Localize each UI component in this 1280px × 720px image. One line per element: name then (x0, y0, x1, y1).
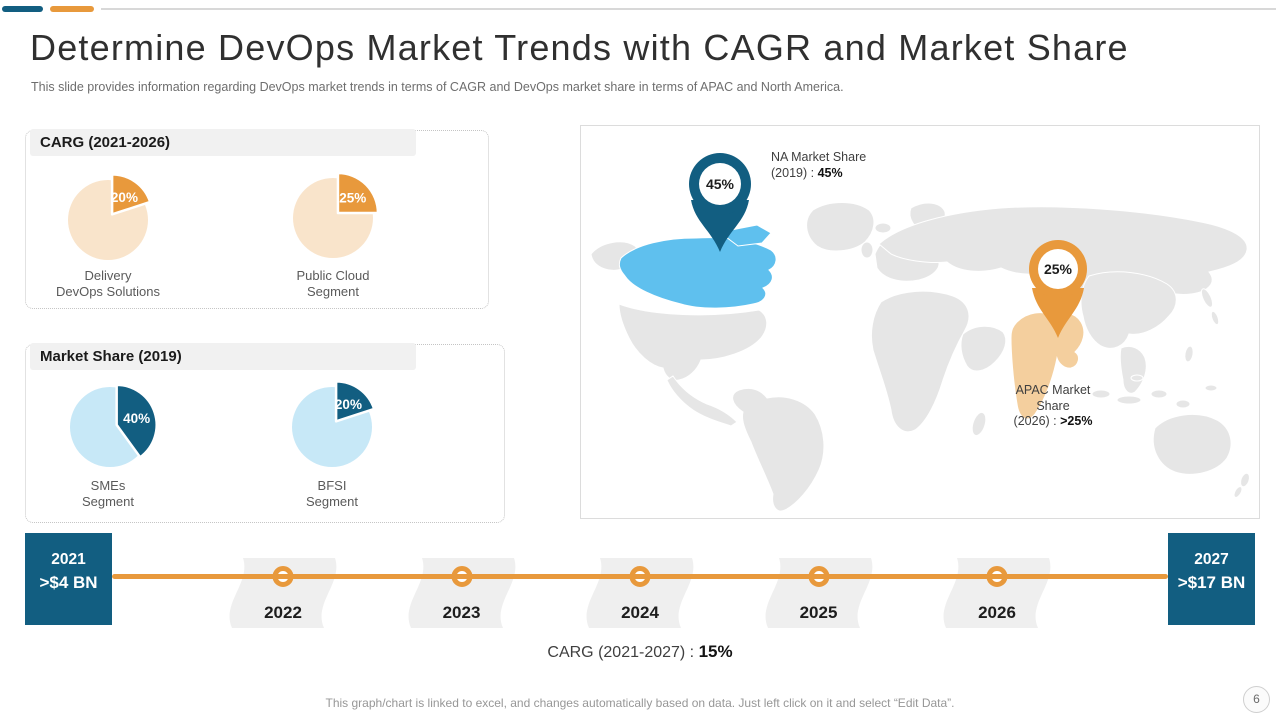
timeline-year-label: 2026 (978, 603, 1016, 622)
timeline: 2022 2023 2024 2025 2026 (0, 533, 1280, 633)
timeline-line (112, 574, 1168, 579)
caption-line: Segment (306, 283, 360, 299)
page-title: Determine DevOps Market Trends with CAGR… (30, 27, 1129, 68)
apac-label-prefix: (2026) : (1013, 414, 1057, 428)
caption-line: DevOps Solutions (55, 283, 161, 299)
pie-chart-delivery-devops[interactable]: 20% (56, 168, 160, 272)
footer-note: This graph/chart is linked to excel, and… (325, 696, 955, 710)
pie-svg: 25% (293, 171, 380, 258)
page-subtitle: This slide provides information regardin… (31, 80, 844, 94)
apac-label-line1: APAC Market Share (1015, 383, 1091, 413)
pie-svg: 20% (292, 380, 376, 467)
apac-market-share-label: APAC Market Share (2026) : >25% (1003, 383, 1103, 430)
page-number-badge: 6 (1243, 686, 1270, 713)
timeline-node-2022[interactable]: 2022 (218, 533, 348, 633)
accent-bar-teal (2, 6, 43, 12)
timeline-year-label: 2022 (264, 603, 302, 622)
timeline-end-box[interactable]: 2027 >$17 BN (1168, 533, 1255, 625)
pie-chart-public-cloud[interactable]: 25% (281, 166, 385, 270)
map-south-america (732, 387, 825, 512)
caption-line: Delivery (84, 268, 132, 283)
start-value: >$4 BN (39, 573, 98, 592)
market-share-section-heading: Market Share (2019) (30, 343, 416, 370)
map-africa (870, 290, 970, 433)
timeline-node-2025[interactable]: 2025 (754, 533, 884, 633)
pie-caption-smes: SMEs Segment (33, 478, 183, 509)
market-share-section-box (25, 344, 505, 523)
na-market-share-label: NA Market Share (2019) : 45% (771, 150, 911, 181)
caption-line: Segment (305, 493, 359, 509)
caption-line: Public Cloud (296, 268, 370, 283)
pie-value-label: 20% (111, 190, 138, 205)
caption-line: BFSI (317, 478, 347, 493)
map-australia (1152, 414, 1232, 475)
cagr-section-heading: CARG (2021-2026) (30, 129, 416, 156)
timeline-year-label: 2024 (621, 603, 659, 622)
timeline-start-box[interactable]: 2021 >$4 BN (25, 533, 112, 625)
timeline-year-label: 2025 (799, 603, 838, 622)
pie-caption-public-cloud: Public Cloud Segment (258, 268, 408, 299)
pie-value-label: 40% (123, 411, 150, 426)
pie-value-label: 20% (335, 397, 362, 412)
caption-line: SMEs (90, 478, 126, 493)
na-location-pin-icon[interactable]: 45% (689, 153, 751, 252)
apac-pin-value: 25% (1044, 261, 1073, 277)
apac-location-pin-icon[interactable]: 25% (1029, 240, 1087, 338)
na-pin-value: 45% (706, 176, 735, 192)
na-label-prefix: (2019) : (771, 165, 815, 180)
timeline-year-label: 2023 (442, 603, 481, 622)
pie-svg: 40% (70, 383, 158, 467)
timeline-node-2023[interactable]: 2023 (397, 533, 527, 633)
pie-caption-bfsi: BFSI Segment (257, 478, 407, 509)
accent-bar-orange (50, 6, 94, 12)
map-canada-highlight (618, 237, 777, 309)
timeline-node-2026[interactable]: 2026 (932, 533, 1062, 633)
start-year: 2021 (51, 551, 86, 568)
map-usa (618, 303, 768, 381)
cagr-2021-2027-caption: CARG (2021-2027) : 15% (0, 642, 1280, 662)
pie-chart-smes[interactable]: 40% (58, 375, 162, 479)
end-year: 2027 (1194, 551, 1229, 568)
pie-caption-delivery-devops: Delivery DevOps Solutions (33, 268, 183, 299)
world-map: 45% 25% (590, 153, 1250, 512)
pie-chart-bfsi[interactable]: 20% (280, 375, 384, 479)
timeline-node-2024[interactable]: 2024 (575, 533, 705, 633)
pie-value-label: 25% (339, 191, 366, 206)
na-label-value: 45% (817, 165, 843, 180)
apac-label-value: >25% (1060, 414, 1093, 428)
pie-svg: 20% (68, 173, 152, 260)
end-value: >$17 BN (1177, 573, 1246, 592)
cagr-caption-value: 15% (698, 642, 733, 661)
cagr-caption-prefix: CARG (2021-2027) : (547, 644, 695, 661)
na-label-line1: NA Market Share (771, 150, 867, 164)
world-map-panel[interactable]: 45% 25% NA Market Share (2019) : 45% APA… (580, 125, 1260, 519)
accent-divider-line (101, 8, 1276, 10)
caption-line: Segment (81, 493, 135, 509)
